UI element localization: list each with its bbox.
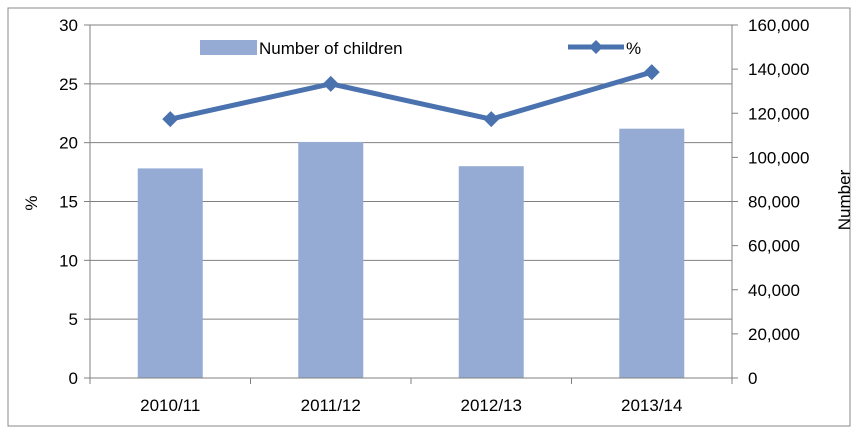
right-tick-label: 80,000 (748, 193, 800, 212)
right-axis-title: Number (835, 169, 854, 230)
right-tick-label: 60,000 (748, 237, 800, 256)
chart-frame (7, 7, 851, 427)
bar (458, 166, 524, 378)
tick-labels: 0 5 10 15 20 25 30 0 20,000 40,000 60,000 80,000 100… (59, 16, 809, 415)
line-marker (162, 111, 179, 128)
left-tick-label: 25 (59, 75, 78, 94)
right-tick-label: 140,000 (748, 60, 809, 79)
left-tick-label: 30 (59, 16, 78, 35)
bar (137, 168, 203, 378)
left-tick-label: 0 (69, 369, 78, 388)
x-tick-label: 2010/11 (140, 396, 200, 415)
right-tick-label: 20,000 (748, 325, 800, 344)
x-tick-label: 2013/14 (621, 396, 682, 415)
legend: Number of children % (200, 39, 641, 58)
right-tick-label: 120,000 (748, 104, 809, 123)
left-tick-label: 15 (59, 193, 78, 212)
legend-bar-label: Number of children (259, 39, 403, 58)
right-tick-label: 100,000 (748, 148, 809, 167)
right-tick-label: 40,000 (748, 281, 800, 300)
x-tick-label: 2012/13 (461, 396, 522, 415)
line-path (169, 69, 653, 122)
legend-line-marker (589, 40, 603, 54)
x-tick-label: 2011/12 (301, 396, 361, 415)
line-marker (483, 111, 500, 128)
axes (84, 24, 738, 384)
right-tick-label: 0 (748, 369, 757, 388)
bar (619, 128, 685, 378)
left-axis-title: % (22, 195, 41, 210)
left-tick-label: 20 (59, 134, 78, 153)
bar-series (137, 128, 685, 378)
legend-bar-swatch (200, 40, 257, 55)
legend-line-label: % (626, 39, 641, 58)
left-tick-label: 10 (59, 251, 78, 270)
line-marker (322, 75, 339, 92)
line-marker (643, 64, 660, 81)
line-series (162, 64, 660, 128)
bar (298, 141, 364, 378)
right-tick-label: 160,000 (748, 16, 809, 35)
left-tick-label: 5 (69, 310, 78, 329)
